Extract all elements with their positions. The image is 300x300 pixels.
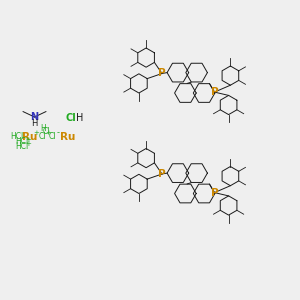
Text: P: P bbox=[158, 68, 166, 79]
Text: P: P bbox=[158, 169, 166, 179]
Text: +: + bbox=[45, 130, 51, 136]
Text: H: H bbox=[76, 112, 83, 123]
Text: Ru: Ru bbox=[60, 131, 75, 142]
Text: +: + bbox=[25, 141, 31, 147]
Text: N: N bbox=[30, 112, 39, 122]
Text: +: + bbox=[33, 130, 39, 136]
Text: H: H bbox=[31, 119, 38, 128]
Text: HCl: HCl bbox=[15, 142, 28, 151]
Text: +: + bbox=[25, 137, 31, 143]
Text: H: H bbox=[40, 124, 46, 133]
Text: P: P bbox=[211, 188, 218, 198]
Text: Cl: Cl bbox=[43, 127, 50, 136]
Text: Ru: Ru bbox=[22, 131, 38, 142]
Text: HCl: HCl bbox=[11, 132, 24, 141]
Text: HCl: HCl bbox=[15, 137, 28, 146]
Text: Cl: Cl bbox=[38, 132, 46, 141]
Text: Cl: Cl bbox=[65, 112, 76, 123]
Text: -: - bbox=[56, 128, 59, 137]
Text: Cl: Cl bbox=[49, 132, 56, 141]
Text: P: P bbox=[211, 87, 218, 97]
